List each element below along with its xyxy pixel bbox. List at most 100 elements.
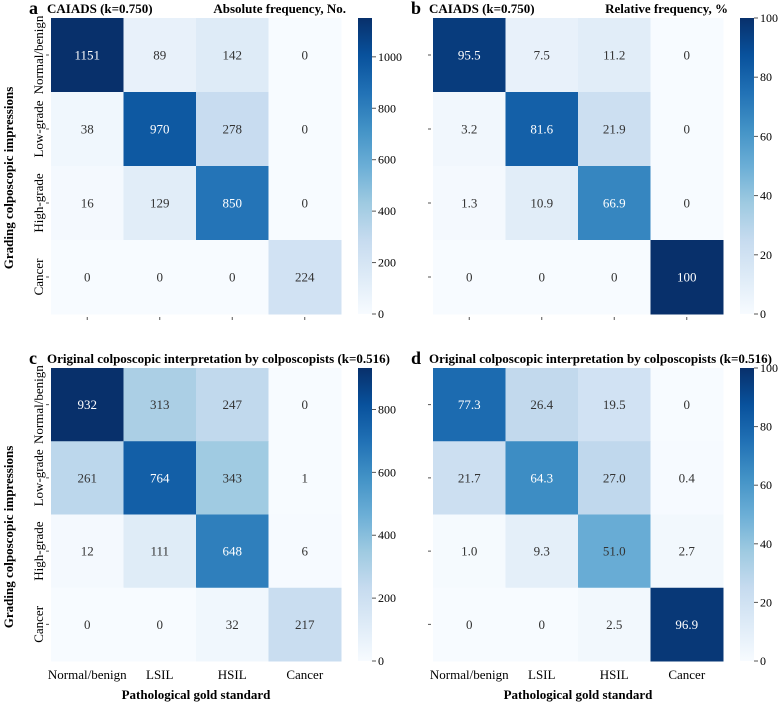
heatmap-cell — [196, 368, 269, 442]
cell-value-label: 95.5 — [458, 48, 481, 63]
heatmap-cell — [268, 368, 342, 442]
row-tick-label: Normal/benign — [31, 15, 46, 94]
colorbar-tick-label: 60 — [760, 478, 772, 492]
cell-value-label: 10.9 — [530, 196, 553, 211]
y-axis-title-bottom: Grading colposcopic impressions — [1, 446, 16, 629]
heatmap-cell — [578, 18, 651, 93]
cell-value-label: 970 — [150, 122, 170, 137]
cell-value-label: 343 — [223, 470, 243, 485]
column-tick-label: HSIL — [600, 667, 629, 682]
heatmap-cell — [505, 368, 579, 442]
row-tick-label: Cancer — [31, 605, 46, 642]
colorbar-tick-label: 800 — [378, 101, 396, 115]
column-tick-label: LSIL — [146, 667, 174, 682]
cell-value-label: 21.7 — [458, 470, 481, 485]
cell-value-label: 0 — [157, 270, 164, 285]
panel-subtitle: Relative frequency, % — [605, 1, 728, 16]
cell-value-label: 12 — [81, 544, 94, 559]
panel-subtitle: Absolute frequency, No. — [213, 1, 346, 16]
y-axis-title-top: Grading colposcopic impressions — [1, 87, 16, 270]
heatmap-cell — [505, 587, 579, 662]
colorbar-tick-label: 600 — [378, 153, 396, 167]
heatmap-cell — [578, 240, 651, 315]
colorbar-tick-label: 60 — [760, 129, 772, 143]
row-tick-label: Normal/benign — [31, 365, 46, 444]
cell-value-label: 850 — [223, 196, 243, 211]
cell-value-label: 0 — [302, 122, 309, 137]
cell-value-label: 0 — [684, 122, 691, 137]
cell-value-label: 1.3 — [461, 196, 477, 211]
cell-value-label: 0 — [84, 270, 91, 285]
heatmap-cell — [123, 92, 197, 167]
heatmap-cell — [196, 514, 269, 589]
cell-value-label: 96.9 — [675, 617, 698, 632]
colorbar-tick-label: 200 — [378, 256, 396, 270]
heatmap-cell — [578, 441, 651, 515]
cell-value-label: 77.3 — [458, 397, 481, 412]
cell-value-label: 89 — [153, 48, 166, 63]
heatmap-cell — [51, 587, 124, 662]
heatmap-cell — [578, 587, 651, 662]
panel-title: CAIADS (k=0.750) — [47, 1, 153, 16]
heatmap-cell — [51, 441, 124, 515]
heatmap-cell — [123, 587, 197, 662]
heatmap-cell — [433, 368, 506, 442]
cell-value-label: 9.3 — [534, 544, 550, 559]
cell-value-label: 278 — [223, 122, 243, 137]
heatmap-panel-a: 1151 89 142 0 38 970 278 0 16 129 850 0 0 0 0 224 Normal… — [29, 0, 402, 321]
heatmap-cell — [51, 240, 124, 315]
heatmap-cell — [123, 368, 197, 442]
cell-value-label: 1 — [302, 470, 309, 485]
heatmap-cell — [433, 166, 506, 241]
row-tick-label: High-grade — [31, 173, 46, 232]
cell-value-label: 38 — [81, 122, 94, 137]
heatmap-cell — [578, 92, 651, 167]
x-axis-title-left: Pathological gold standard — [122, 687, 272, 702]
cell-value-label: 0 — [684, 48, 691, 63]
heatmap-cell — [51, 18, 124, 93]
heatmap-cell — [650, 166, 724, 241]
colorbar-tick-label: 400 — [378, 528, 396, 542]
panel-title: Original colposcopic interpretation by c… — [47, 351, 390, 366]
heatmap-cell — [268, 18, 342, 93]
cell-value-label: 0 — [84, 617, 91, 632]
column-tick-label: HSIL — [218, 667, 247, 682]
cell-value-label: 0 — [684, 397, 691, 412]
panel-letter: a — [29, 0, 38, 18]
cell-value-label: 261 — [78, 470, 98, 485]
cell-value-label: 0 — [302, 48, 309, 63]
heatmap-cell — [433, 587, 506, 662]
heatmap-cell — [268, 92, 342, 167]
cell-value-label: 0 — [157, 617, 164, 632]
heatmap-cell — [196, 441, 269, 515]
heatmap-panel-b: 95.5 7.5 11.2 0 3.2 81.6 21.9 0 1.3 10.9 66.9 0 0 0 0 1… — [411, 0, 778, 321]
row-tick-label: Low-grade — [31, 100, 46, 157]
cell-value-label: 0 — [229, 270, 236, 285]
heatmap-cell — [196, 18, 269, 93]
heatmap-cell — [123, 166, 197, 241]
cell-value-label: 932 — [78, 397, 98, 412]
heatmap-cell — [268, 587, 342, 662]
cell-value-label: 247 — [223, 397, 243, 412]
heatmap-cell — [505, 514, 579, 589]
heatmap-cell — [123, 514, 197, 589]
panel-title: Original colposcopic interpretation by c… — [429, 351, 772, 366]
cell-value-label: 648 — [223, 544, 243, 559]
colorbar-tick-label: 600 — [378, 465, 396, 479]
heatmap-cell — [578, 368, 651, 442]
x-axis-title-right: Pathological gold standard — [504, 687, 654, 702]
colorbar — [358, 368, 372, 661]
colorbar-tick-label: 80 — [760, 420, 772, 434]
heatmap-cell — [650, 368, 724, 442]
heatmap-cell — [196, 240, 269, 315]
heatmap-cell — [650, 514, 724, 589]
colorbar-tick-label: 0 — [378, 307, 384, 321]
cell-value-label: 0 — [539, 270, 546, 285]
colorbar-tick-label: 0 — [378, 654, 384, 668]
panel-letter: b — [411, 0, 421, 18]
heatmap-cell — [505, 166, 579, 241]
heatmap-cell — [505, 240, 579, 315]
row-tick-label: Cancer — [31, 258, 46, 295]
cell-value-label: 66.9 — [603, 196, 626, 211]
